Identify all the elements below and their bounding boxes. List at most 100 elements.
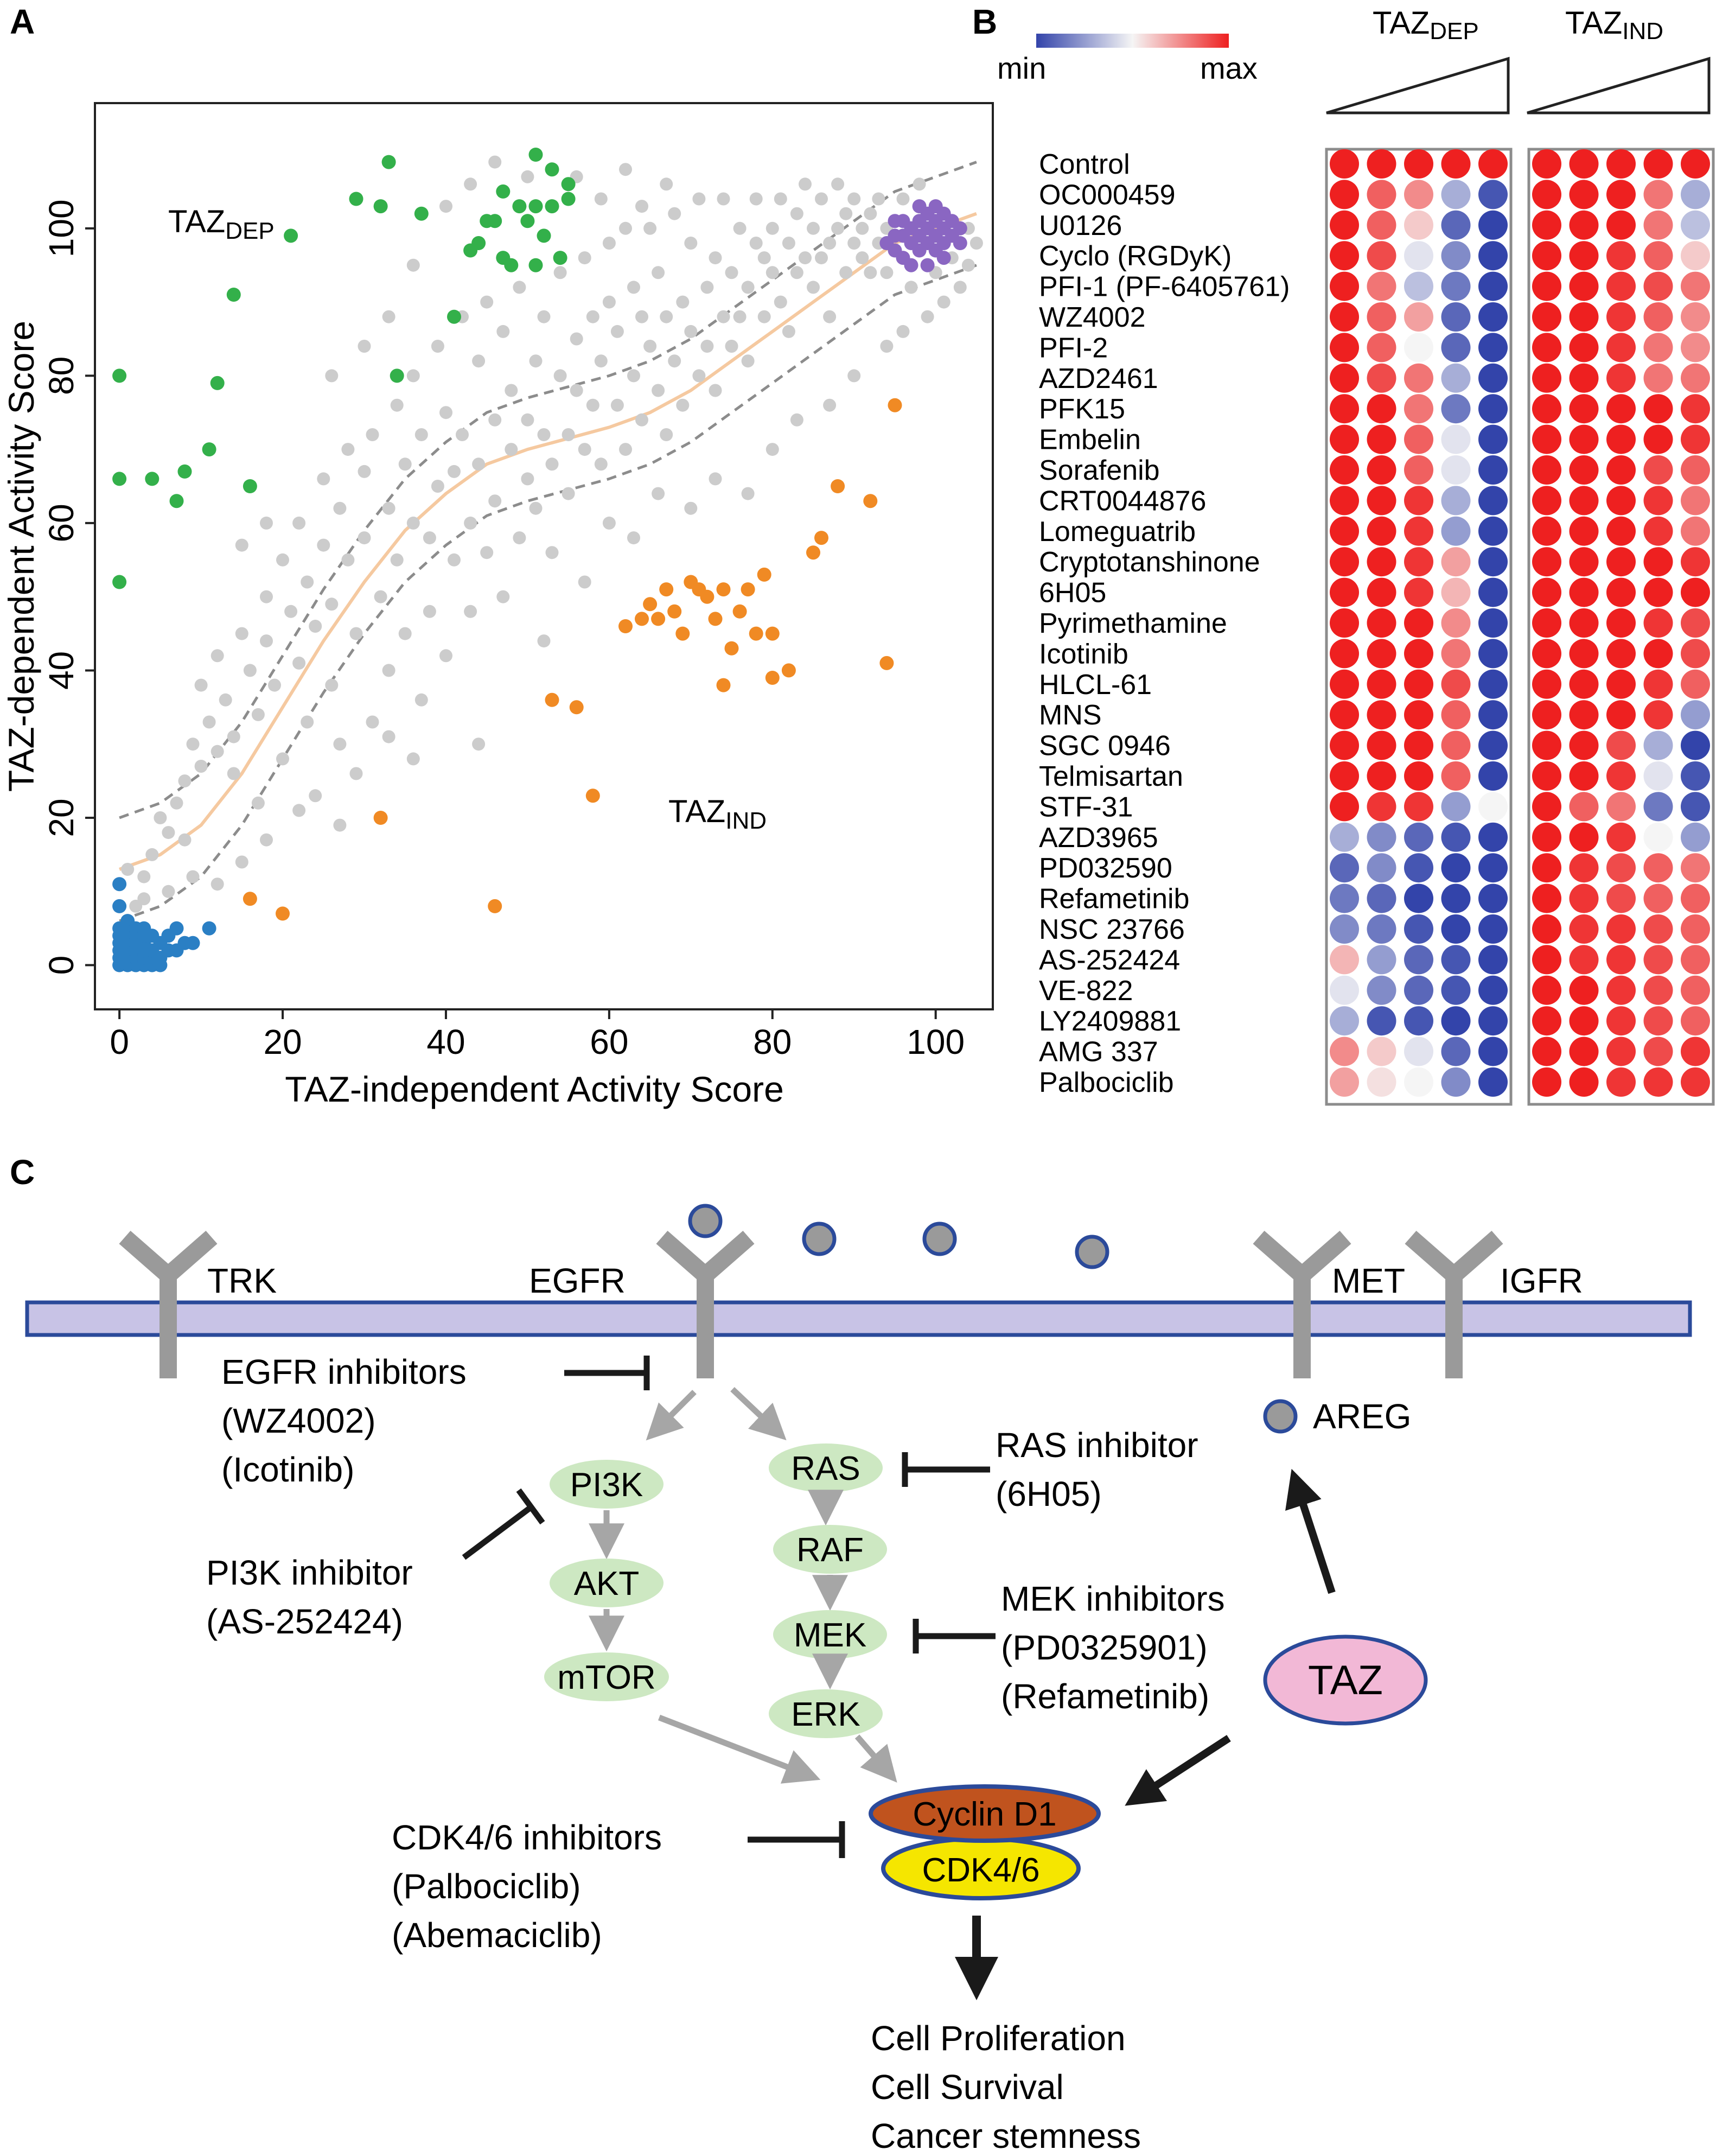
heat-dot <box>1478 333 1508 362</box>
scatter-point-grey <box>545 546 559 559</box>
cell-membrane <box>25 1300 1692 1337</box>
scatter-point-orange <box>618 619 633 633</box>
heat-dot <box>1643 914 1673 944</box>
erk-node <box>769 1689 883 1738</box>
scatter-point-grey <box>268 678 281 692</box>
scatter-point-green <box>112 368 127 383</box>
cyclin-node <box>869 1784 1101 1843</box>
heat-dot <box>1532 577 1561 607</box>
scatter-point-grey <box>406 369 420 383</box>
heat-dot <box>1681 210 1710 240</box>
ligand-icon <box>688 1204 723 1238</box>
heat-dot <box>1532 241 1561 271</box>
scatter-point-green <box>496 184 511 199</box>
scatter-point-green <box>373 199 388 214</box>
heat-dot <box>1643 853 1673 883</box>
heat-dot <box>1532 424 1561 454</box>
heat-dot <box>1532 730 1561 760</box>
heat-dot <box>1681 914 1710 944</box>
scatter-point-grey <box>202 715 216 729</box>
heat-dot <box>1681 975 1710 1005</box>
scatter-point-green <box>284 228 298 243</box>
scatter-point-grey <box>448 465 461 478</box>
scatter-point-grey <box>194 760 208 773</box>
scatter-point-grey <box>700 340 714 353</box>
scatter-point-grey <box>921 310 934 323</box>
heat-dot <box>1441 180 1471 209</box>
igfr-receptor-icon <box>1405 1230 1503 1378</box>
scatter-point-grey <box>309 789 322 803</box>
heat-dot <box>1441 333 1471 362</box>
ras-inhibitor-label: RAS inhibitor (6H05) <box>996 1426 1208 1513</box>
scatter-point-grey <box>570 384 583 397</box>
raf-label: RAF <box>796 1531 864 1569</box>
scatter-point-grey <box>431 340 444 353</box>
heat-dot <box>1367 1036 1396 1066</box>
heat-dot <box>1330 210 1359 240</box>
heat-dot <box>1367 761 1396 791</box>
scatter-point-grey <box>668 354 681 368</box>
group-dep-sub: DEP <box>1430 18 1478 44</box>
scatter-point-green <box>202 442 216 457</box>
scatter-point-grey <box>790 413 803 427</box>
scatter-point-grey <box>684 501 698 515</box>
heat-dot <box>1404 241 1433 271</box>
scatter-point-grey <box>284 605 298 618</box>
heat-dot <box>1404 669 1433 699</box>
scatter-point-grey <box>578 443 591 456</box>
heat-dot <box>1532 792 1561 822</box>
heat-dot <box>1532 669 1561 699</box>
heat-dot <box>1478 363 1508 393</box>
scatter-point-grey <box>627 281 640 294</box>
heat-dot <box>1569 149 1599 179</box>
scatter-point-orange <box>675 626 690 641</box>
scatter-point-orange <box>708 612 723 626</box>
heat-dot <box>1404 730 1433 760</box>
heat-dot <box>1569 883 1599 913</box>
heat-dot <box>1643 975 1673 1005</box>
scatter-point-orange <box>879 656 894 670</box>
scatter-point-grey <box>448 553 461 567</box>
scatter-point-grey <box>676 398 690 412</box>
heat-dot <box>1643 945 1673 975</box>
scatter-point-grey <box>815 251 828 265</box>
scatter-point-grey <box>374 590 387 603</box>
heat-dot <box>1367 486 1396 516</box>
taz-node <box>1263 1635 1428 1726</box>
scatter-point-grey <box>235 627 248 640</box>
heat-dot <box>1441 975 1471 1005</box>
heat-dot <box>1606 822 1636 852</box>
heat-dot <box>1643 761 1673 791</box>
heat-dot <box>1569 853 1599 883</box>
heat-dot <box>1367 883 1396 913</box>
panel-label-c: C <box>10 1153 35 1192</box>
scatter-point-grey <box>496 590 510 603</box>
heat-dot <box>1569 700 1599 730</box>
heat-dot <box>1367 1006 1396 1036</box>
scatter-point-grey <box>725 340 738 353</box>
mek-label: MEK <box>794 1617 866 1654</box>
ligand-icon <box>1075 1235 1109 1269</box>
heat-dot <box>1367 424 1396 454</box>
heat-dot <box>1367 302 1396 332</box>
scatter-point-grey <box>358 465 371 478</box>
heat-dot <box>1681 792 1710 822</box>
heat-dot <box>1532 455 1561 485</box>
x-tick-label: 80 <box>753 1022 792 1061</box>
heat-dot <box>1404 914 1433 944</box>
scatter-point-grey <box>333 737 347 751</box>
heat-dot <box>1681 180 1710 209</box>
cdk-inhibition-bar <box>748 1821 845 1858</box>
heat-dot <box>1367 455 1396 485</box>
heat-dot <box>1569 302 1599 332</box>
ras-label: RAS <box>791 1450 860 1487</box>
scatter-point-green <box>520 214 535 228</box>
heat-dot <box>1606 547 1636 577</box>
scatter-point-grey <box>178 833 192 847</box>
scatter-point-grey <box>619 443 632 456</box>
heat-dot <box>1606 394 1636 424</box>
y-tick-label: 40 <box>42 651 81 690</box>
scatter-point-grey <box>872 192 885 206</box>
heat-dot <box>1643 639 1673 669</box>
scatter-point-grey <box>366 428 379 441</box>
